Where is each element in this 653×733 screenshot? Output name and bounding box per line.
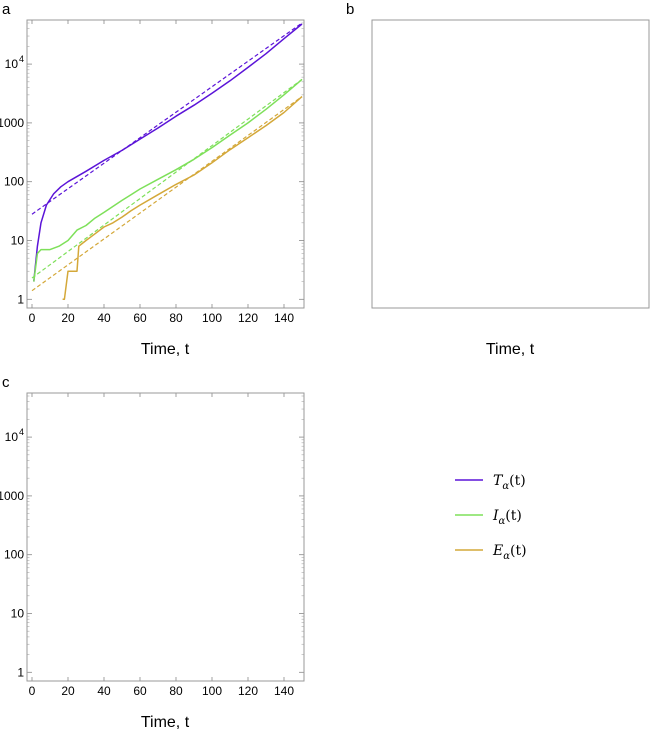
x-tick-label: 80 — [169, 684, 183, 698]
x-tick-label: 120 — [238, 311, 258, 325]
series-line-i-fit-long-dash — [32, 468, 302, 655]
x-tick-label: 140 — [274, 684, 294, 698]
series-line-t-fit-short-dash — [32, 397, 302, 587]
y-tick-label: 10 — [5, 57, 19, 71]
plot-lines — [32, 397, 302, 688]
x-tick-label: 20 — [61, 311, 75, 325]
panel-label: c — [2, 374, 10, 391]
plot-frame — [371, 19, 650, 309]
series-line-i-fit — [31, 78, 303, 279]
series-line-e-fit-long-dash — [32, 496, 302, 688]
series-line-i — [33, 78, 303, 282]
x-tick-label: 40 — [97, 684, 111, 698]
series-line-t-fit — [31, 22, 303, 215]
legend: Tα(t) Iα(t) Eα(t) — [455, 473, 527, 562]
y-tick-label: 1000 — [0, 116, 24, 130]
x-tick-label: 80 — [169, 311, 183, 325]
y-tick-label: 10 — [11, 607, 25, 621]
plot-frame — [26, 392, 305, 682]
x-tick-label: 0 — [29, 311, 36, 325]
plot-lines — [31, 22, 303, 301]
series-line-i — [34, 496, 302, 672]
panel-label: a — [2, 1, 11, 18]
x-tick-label: 40 — [97, 311, 111, 325]
x-tick-label: 60 — [133, 311, 147, 325]
series-line-t-fit-long-dash — [32, 405, 302, 596]
y-tick-label: 100 — [4, 548, 24, 562]
x-tick-label: 140 — [274, 311, 294, 325]
series-line-e-fit — [31, 96, 303, 292]
x-tick-label: 60 — [133, 684, 147, 698]
x-axis-title: Time, t — [141, 714, 190, 731]
series-line-i-fit-short-dash — [32, 455, 302, 649]
x-tick-label: 0 — [29, 684, 36, 698]
legend-label: Tα(t) — [493, 473, 526, 492]
y-tick-label: 1 — [17, 665, 24, 679]
y-tick-label: 1 — [17, 292, 24, 306]
panel-label: b — [346, 1, 354, 18]
panel-c: c Time, t — [2, 374, 305, 731]
x-tick-label: 20 — [61, 684, 75, 698]
x-tick-label: 120 — [238, 684, 258, 698]
y-tick-exponent: 4 — [19, 54, 24, 64]
y-tick-label: 10 — [11, 234, 25, 248]
series-line-e — [72, 496, 302, 672]
legend-label: Iα(t) — [492, 508, 522, 527]
series-line-e-fit-short-dash — [32, 468, 302, 661]
y-tick-label: 10 — [5, 430, 19, 444]
plot-frame — [26, 19, 305, 309]
x-axis-title: Time, t — [141, 341, 190, 358]
x-tick-label: 100 — [202, 311, 222, 325]
x-axis-title: Time, t — [486, 341, 535, 358]
series-line-t — [33, 23, 303, 282]
x-tick-label: 100 — [202, 684, 222, 698]
y-tick-exponent: 4 — [19, 427, 24, 437]
series-line-e — [62, 96, 303, 301]
legend-label: Eα(t) — [492, 543, 527, 562]
series-line-t — [34, 422, 302, 672]
y-tick-label: 100 — [4, 175, 24, 189]
y-tick-label: 1000 — [0, 489, 24, 503]
